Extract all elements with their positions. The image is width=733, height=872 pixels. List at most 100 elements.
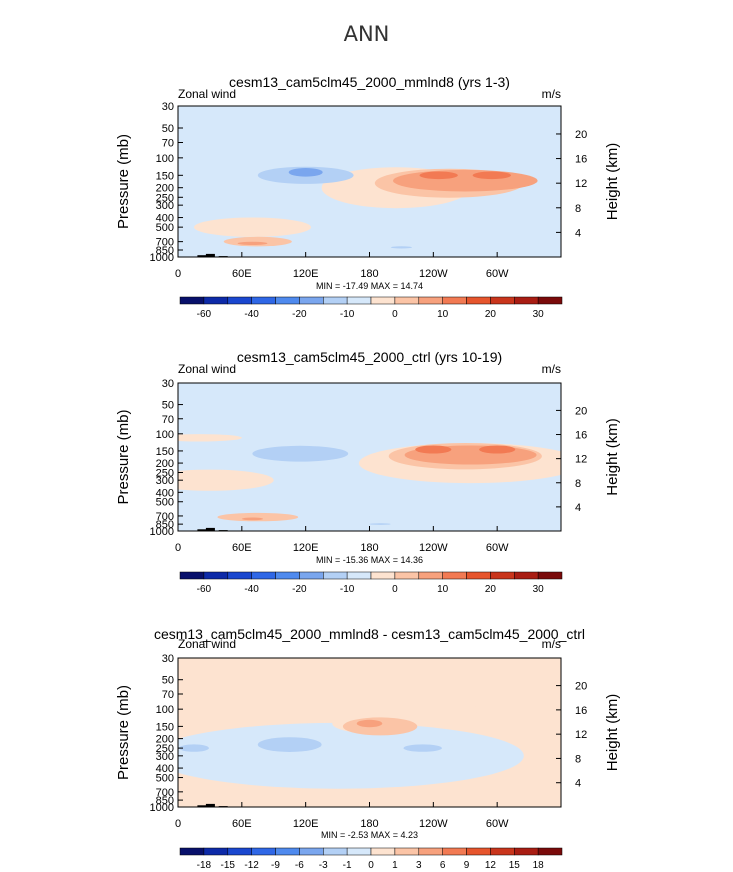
y-tick-label: 300 — [156, 751, 174, 763]
colorbar-label: 0 — [392, 584, 398, 595]
colorbar-label: 10 — [437, 309, 449, 320]
contour-region — [479, 445, 516, 454]
y2-tick-label: 20 — [575, 129, 587, 141]
colorbar-swatch — [537, 847, 563, 856]
y2-tick-label: 16 — [575, 430, 587, 442]
y-tick-label: 70 — [162, 414, 174, 426]
contour-region — [179, 744, 209, 752]
x-tick-label: 60W — [486, 268, 509, 280]
colorbar-label: -6 — [295, 860, 304, 871]
figure-title: ANN — [343, 22, 390, 46]
contour-region — [178, 434, 242, 442]
contour-region — [419, 171, 458, 180]
y-tick-label: 1000 — [150, 802, 174, 814]
y2-tick-label: 8 — [575, 478, 581, 490]
colorbar-label: -60 — [197, 584, 212, 595]
contour-region — [288, 168, 323, 177]
left-string: Zonal wind — [178, 362, 236, 376]
y-tick-label: 1000 — [150, 526, 174, 538]
y-tick-label: 50 — [162, 400, 174, 412]
contour-region — [178, 469, 274, 491]
x-tick-label: 120E — [293, 542, 319, 554]
y-tick-label: 400 — [156, 213, 174, 225]
colorbar-label: 20 — [485, 584, 497, 595]
colorbar-swatch — [323, 296, 348, 305]
colorbar-label: -9 — [271, 860, 280, 871]
topography — [205, 803, 215, 807]
colorbar-label: 3 — [416, 860, 422, 871]
colorbar-swatch — [418, 571, 443, 580]
y-tick-label: 30 — [162, 378, 174, 390]
colorbar-swatch — [227, 571, 252, 580]
colorbar-label: -10 — [340, 309, 355, 320]
colorbar-label: 0 — [392, 309, 398, 320]
colorbar-swatch — [203, 571, 229, 580]
colorbar-swatch — [442, 847, 467, 856]
y2-tick-label: 8 — [575, 753, 581, 765]
y-tick-label: 250 — [156, 467, 174, 479]
y2-tick-label: 20 — [575, 405, 587, 417]
colorbar-swatch — [394, 571, 420, 580]
x-tick-label: 0 — [175, 542, 181, 554]
y-tick-label: 850 — [156, 245, 174, 257]
y2-tick-label: 20 — [575, 681, 587, 693]
y-tick-label: 300 — [156, 475, 174, 487]
colorbar-label: -40 — [244, 309, 259, 320]
colorbar-swatch — [323, 847, 348, 856]
colorbar-label: -10 — [340, 584, 355, 595]
contour-region — [403, 744, 442, 752]
min-max-label: MIN = -17.49 MAX = 14.74 — [316, 281, 423, 291]
units-label: m/s — [542, 362, 561, 376]
panel-title: cesm13_cam5clm45_2000_ctrl (yrs 10-19) — [237, 349, 502, 365]
x-tick-label: 120W — [419, 268, 448, 280]
y2-tick-label: 12 — [575, 454, 587, 466]
x-tick-label: 120W — [419, 818, 448, 830]
colorbar-label: -20 — [292, 309, 307, 320]
colorbar-label: 20 — [485, 309, 497, 320]
colorbar-swatch — [251, 571, 276, 580]
y2-tick-label: 16 — [575, 705, 587, 717]
colorbar-swatch — [299, 296, 324, 305]
colorbar-swatch — [275, 847, 300, 856]
colorbar-swatch — [275, 296, 300, 305]
x-tick-label: 60E — [232, 818, 252, 830]
y-tick-label: 250 — [156, 743, 174, 755]
colorbar-swatch — [227, 296, 252, 305]
colorbar-label: 12 — [485, 860, 497, 871]
y-tick-label: 50 — [162, 675, 174, 687]
contour-region — [257, 737, 322, 752]
colorbar-swatch — [179, 571, 205, 580]
x-tick-label: 0 — [175, 268, 181, 280]
colorbar-swatch — [418, 296, 443, 305]
colorbar-swatch — [203, 847, 229, 856]
colorbar-label: -12 — [244, 860, 259, 871]
x-tick-label: 60W — [486, 818, 509, 830]
contour-region — [223, 236, 292, 247]
contour-region — [241, 517, 264, 521]
colorbar-swatch — [275, 571, 300, 580]
y-axis-label: Pressure (mb) — [115, 409, 132, 504]
colorbar-label: 18 — [533, 860, 545, 871]
y2-tick-label: 4 — [575, 227, 581, 239]
colorbar-label: 0 — [368, 860, 374, 871]
colorbar-swatch — [490, 296, 515, 305]
units-label: m/s — [542, 637, 561, 651]
contour-region — [217, 512, 299, 522]
y-tick-label: 850 — [156, 795, 174, 807]
y-tick-label: 30 — [162, 653, 174, 665]
contour-fills — [178, 658, 561, 807]
contour-fills — [178, 106, 561, 257]
y-tick-label: 200 — [156, 458, 174, 470]
y-tick-label: 200 — [156, 183, 174, 195]
x-tick-label: 180 — [360, 268, 378, 280]
contour-region — [369, 523, 391, 525]
colorbar-swatch — [514, 296, 539, 305]
y-tick-label: 150 — [156, 170, 174, 182]
contour-region — [194, 217, 311, 237]
topography — [197, 529, 207, 531]
y2-tick-label: 4 — [575, 502, 581, 514]
y-tick-label: 500 — [156, 222, 174, 234]
colorbar-swatch — [299, 847, 324, 856]
colorbar-label: 10 — [437, 584, 449, 595]
y-tick-label: 150 — [156, 446, 174, 458]
